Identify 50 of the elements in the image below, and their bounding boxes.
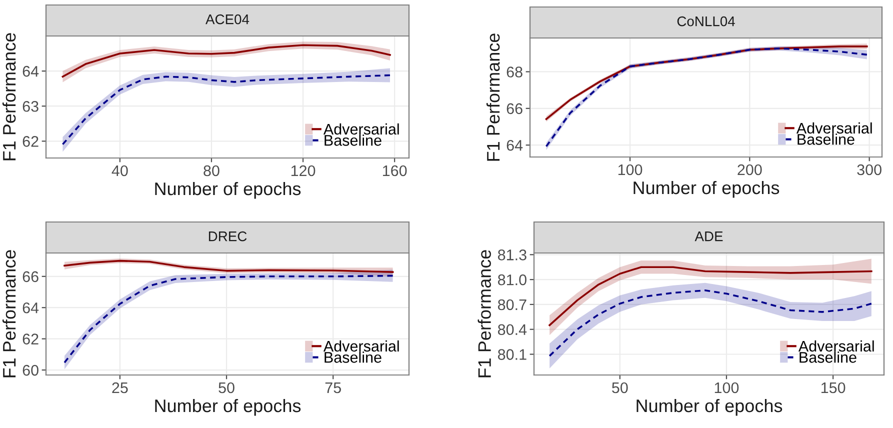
x-tick-label: 100 xyxy=(618,164,642,176)
legend-label: Baseline xyxy=(324,352,382,363)
x-tick-label: 25 xyxy=(112,382,128,394)
y-tick-label: 64 xyxy=(22,302,39,314)
legend-label: Adversarial xyxy=(796,122,872,134)
x-tick-label: 120 xyxy=(291,165,316,176)
y-tick-label: 80.4 xyxy=(498,324,527,336)
y-tick-label: 63 xyxy=(22,100,38,112)
y-axis-title: F1 Performance xyxy=(478,250,491,378)
x-tick-label: 80 xyxy=(204,165,220,176)
y-tick-label: 62 xyxy=(22,136,38,147)
x-tick-label: 100 xyxy=(714,382,739,394)
legend-label: Baseline xyxy=(800,352,856,363)
y-tick-label: 81.0 xyxy=(498,274,526,286)
line-series xyxy=(64,260,394,273)
y-tick-label: 66 xyxy=(22,271,38,282)
y-tick-label: 64 xyxy=(22,66,39,77)
x-axis-title: Number of epochs xyxy=(636,398,782,416)
y-tick-label: 81.3 xyxy=(498,250,526,260)
y-axis-title: F1 Performance xyxy=(486,34,500,161)
y-tick-label: 80.1 xyxy=(498,349,526,360)
legend-label: Adversarial xyxy=(798,340,874,352)
x-tick-label: 150 xyxy=(821,382,846,394)
x-axis-title: Number of epochs xyxy=(634,180,780,198)
x-tick-label: 200 xyxy=(738,164,762,176)
x-tick-label: 300 xyxy=(857,164,882,176)
y-tick-label: 62 xyxy=(22,334,38,344)
x-tick-label: 160 xyxy=(383,165,407,176)
y-tick-label: 80.7 xyxy=(498,299,526,310)
y-tick-label: 66 xyxy=(506,103,522,114)
legend-label: Adversarial xyxy=(323,123,399,135)
chart-title: ACE04 xyxy=(206,14,250,24)
chart-title: DREC xyxy=(208,231,247,242)
x-tick-label: 75 xyxy=(325,382,341,394)
y-tick-label: 60 xyxy=(22,364,38,376)
legend-label: Baseline xyxy=(324,134,382,146)
y-axis-title: F1 Performance xyxy=(2,250,16,378)
chart-title: CoNLL04 xyxy=(677,16,735,26)
legend-label: Baseline xyxy=(798,134,854,145)
chart-title: ADE xyxy=(694,232,723,242)
x-axis-title: Number of epochs xyxy=(155,182,301,199)
x-tick-label: 50 xyxy=(612,382,628,394)
x-tick-label: 50 xyxy=(218,382,234,394)
y-axis-title: F1 Performance xyxy=(2,33,16,160)
line-series xyxy=(548,266,872,326)
y-tick-label: 64 xyxy=(506,140,523,151)
legend-label: Adversarial xyxy=(323,340,399,352)
x-tick-label: 40 xyxy=(112,165,128,176)
x-axis-title: Number of epochs xyxy=(155,398,301,416)
y-tick-label: 68 xyxy=(506,66,522,78)
